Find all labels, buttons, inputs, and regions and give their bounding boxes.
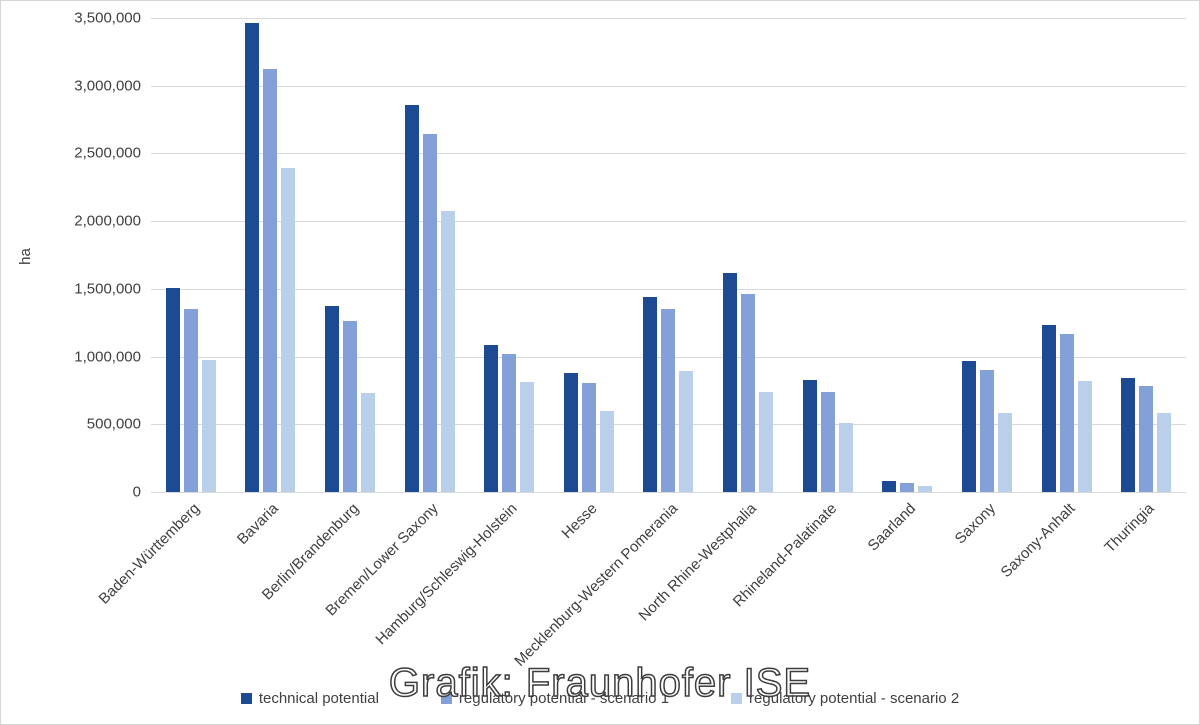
bar	[484, 345, 499, 492]
legend: technical potential regulatory potential …	[1, 690, 1199, 707]
bar-group	[151, 18, 231, 492]
y-tick-label: 2,500,000	[74, 144, 141, 162]
y-tick-label: 3,500,000	[74, 9, 141, 27]
x-axis-label: Hesse	[558, 500, 601, 543]
bar-group	[708, 18, 788, 492]
bar	[1077, 380, 1092, 492]
y-tick-label: 1,000,000	[74, 348, 141, 366]
y-tick-label: 3,000,000	[74, 77, 141, 95]
bar	[520, 381, 535, 492]
bar	[679, 370, 694, 492]
bar	[245, 23, 260, 492]
bar	[900, 483, 915, 492]
bar	[997, 413, 1012, 492]
bar-group	[629, 18, 709, 492]
bar-group	[390, 18, 470, 492]
bar	[1157, 413, 1172, 492]
bar	[643, 296, 658, 492]
legend-label: regulatory potential - scenario 1	[458, 690, 670, 707]
bar	[802, 379, 817, 492]
y-tick-label: 1,500,000	[74, 280, 141, 298]
bar	[820, 391, 835, 492]
bar	[263, 69, 278, 492]
bar-group	[947, 18, 1027, 492]
bar	[201, 359, 216, 492]
legend-item: regulatory potential - scenario 2	[731, 690, 959, 707]
bar-group	[1106, 18, 1186, 492]
x-axis-label: Saxony	[951, 500, 1000, 548]
bar	[502, 353, 517, 492]
legend-label: technical potential	[258, 690, 379, 707]
x-axis-label: Baden-Württemberg	[95, 500, 203, 608]
legend-item: regulatory potential - scenario 1	[440, 690, 670, 707]
x-axis-label: Mecklenburg-Western Pomerania	[510, 500, 681, 670]
bar-group	[231, 18, 311, 492]
bar	[979, 370, 994, 492]
bar	[759, 391, 774, 492]
y-axis-tick-labels: 3,500,000 3,000,000 2,500,000 2,000,000 1,50…	[1, 10, 141, 501]
y-tick-label: 2,000,000	[74, 212, 141, 230]
gridline	[151, 492, 1186, 493]
gridline	[151, 85, 1186, 87]
bar	[404, 105, 419, 492]
legend-item: technical potential	[240, 690, 379, 707]
bar	[581, 382, 596, 492]
legend-label: regulatory potential - scenario 2	[749, 690, 960, 707]
bar	[1121, 377, 1136, 492]
bar-group	[1027, 18, 1107, 492]
bar	[961, 361, 976, 492]
bar	[882, 481, 897, 492]
bar	[165, 287, 180, 492]
y-tick-label: 500,000	[86, 415, 141, 433]
bar	[1059, 334, 1074, 492]
x-axis-label: Thuringia	[1101, 500, 1158, 557]
legend-swatch	[440, 693, 452, 704]
bar	[281, 167, 296, 492]
bar	[563, 372, 578, 492]
x-axis-label: Saxony-Anhalt	[997, 500, 1079, 582]
gridline	[151, 288, 1186, 290]
bar	[741, 293, 756, 492]
bar	[422, 134, 437, 492]
bar-group	[788, 18, 868, 492]
bar	[361, 393, 376, 492]
x-axis-label: Hamburg/Schleswig-Holstein	[372, 500, 521, 649]
bar	[440, 211, 455, 492]
bar	[1041, 325, 1056, 492]
bar	[599, 411, 614, 492]
legend-swatch	[731, 693, 743, 704]
bar	[918, 485, 933, 492]
plot-area	[151, 18, 1186, 493]
legend-swatch	[240, 693, 252, 704]
x-axis-label: Saarland	[864, 500, 920, 555]
bar-group	[549, 18, 629, 492]
bar	[723, 272, 738, 492]
bar	[343, 320, 358, 492]
bars-layer	[151, 18, 1186, 492]
bar	[1139, 385, 1154, 492]
bar-group	[310, 18, 390, 492]
bar	[661, 309, 676, 492]
gridline	[151, 221, 1186, 223]
bar	[325, 305, 340, 492]
bar	[183, 309, 198, 492]
bar-group	[469, 18, 549, 492]
y-tick-label: 0	[132, 483, 141, 501]
gridline	[151, 18, 1186, 19]
gridline	[151, 153, 1186, 155]
x-axis-label: Bavaria	[234, 500, 283, 548]
bar-group	[867, 18, 947, 492]
bar	[838, 422, 853, 492]
